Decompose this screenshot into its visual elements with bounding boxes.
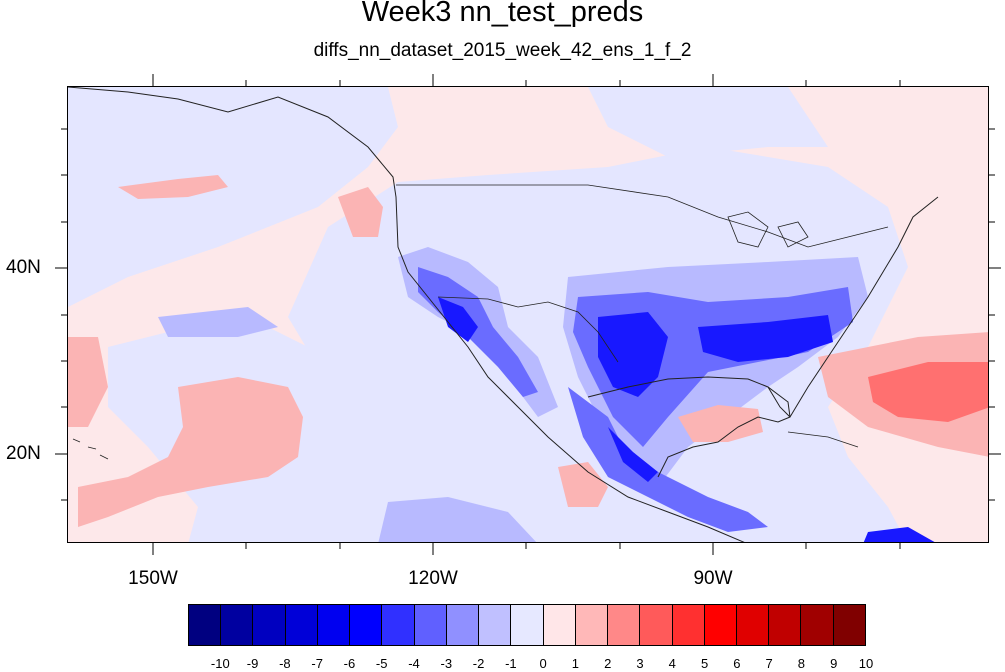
colorbar-box: [769, 605, 802, 645]
coastline-north-america: [68, 87, 745, 542]
colorbar: [188, 604, 866, 646]
lat-label-40n: 40N: [6, 257, 41, 278]
colorbar-label: -2: [472, 656, 485, 671]
hawaii-islands: [72, 438, 109, 460]
contour-pos4-atlantic: [868, 362, 988, 422]
colorbar-label: -5: [375, 656, 388, 671]
colorbar-box: [801, 605, 834, 645]
colorbar-box: [543, 605, 576, 645]
colorbar-box: [608, 605, 641, 645]
contour-pos2-hawaii-region: [78, 377, 303, 527]
colorbar-box: [736, 605, 770, 645]
contour-pos2-east-pac-south: [558, 462, 608, 507]
colorbar-label: 4: [668, 656, 676, 671]
colorbar-label: 1: [571, 656, 580, 671]
colorbar-box: [221, 605, 254, 645]
coastline-east: [789, 196, 939, 418]
cuba: [787, 431, 859, 448]
colorbar-box: [350, 605, 383, 645]
contour-neg1-northeast: [588, 87, 828, 157]
florida: [767, 386, 791, 418]
colorbar-label: 8: [797, 656, 806, 671]
colorbar-box: [414, 605, 447, 645]
contour-pos2-bc-coast: [338, 187, 383, 237]
colorbar-label: -9: [246, 656, 259, 671]
colorbar-label: 0: [539, 656, 547, 671]
border-us-mexico: [437, 296, 619, 363]
colorbar-box: [479, 605, 512, 645]
contour-neg2-south: [378, 497, 537, 542]
colorbar-box: [672, 605, 705, 645]
lon-label-150w: 150W: [128, 568, 178, 589]
colorbar-box: [382, 605, 415, 645]
contour-pos2-east-pacific: [68, 337, 108, 427]
colorbar-label: 6: [733, 656, 741, 671]
colorbar-label: 9: [830, 656, 838, 671]
contour-neg4-sw: [418, 267, 538, 397]
lon-label-120w: 120W: [408, 568, 458, 589]
contour-neg6-caribbean: [863, 527, 935, 542]
colorbar-label: 3: [636, 656, 644, 671]
contour-neg6-texas: [598, 312, 668, 397]
colorbar-label: -10: [210, 656, 230, 671]
colorbar-box: [317, 605, 351, 645]
contour-neg6-baja: [438, 297, 478, 342]
lat-label-20n: 20N: [6, 443, 41, 464]
colorbar-box: [285, 605, 318, 645]
colorbar-label: -6: [343, 656, 356, 671]
figure-title: Week3 nn_test_preds: [361, 0, 644, 28]
lon-label-90w: 90W: [693, 568, 733, 589]
figure-subtitle: diffs_nn_dataset_2015_week_42_ens_1_f_2: [313, 40, 692, 61]
colorbar-label: -1: [505, 656, 517, 671]
map-field: [68, 87, 988, 542]
colorbar-box: [446, 605, 480, 645]
contour-pos2-north-pacific: [118, 175, 228, 199]
colorbar-label: -7: [311, 656, 323, 671]
colorbar-box: [189, 605, 222, 645]
colorbar-box: [511, 605, 544, 645]
great-lakes: [727, 211, 809, 248]
colorbar-box: [253, 605, 286, 645]
contour-neg6-southeast: [698, 315, 833, 362]
colorbar-label: -3: [440, 656, 453, 671]
colorbar-label: 7: [765, 656, 773, 671]
map-panel: [67, 86, 989, 543]
contour-neg4-mexico: [568, 387, 768, 532]
contour-neg1-pacific: [68, 87, 398, 307]
colorbar-box: [833, 605, 865, 645]
colorbar-label: -4: [408, 656, 420, 671]
contour-neg6-mexico: [608, 427, 658, 482]
colorbar-box: [640, 605, 673, 645]
colorbar-label: 5: [700, 656, 709, 671]
contour-neg2-pacific: [158, 307, 278, 337]
colorbar-box: [575, 605, 609, 645]
colorbar-box: [704, 605, 737, 645]
colorbar-label: 10: [858, 656, 874, 671]
colorbar-label: 2: [604, 656, 612, 671]
colorbar-label: -8: [279, 656, 291, 671]
border-us-canada: [396, 184, 889, 248]
contour-pos2-gulf: [678, 405, 763, 442]
